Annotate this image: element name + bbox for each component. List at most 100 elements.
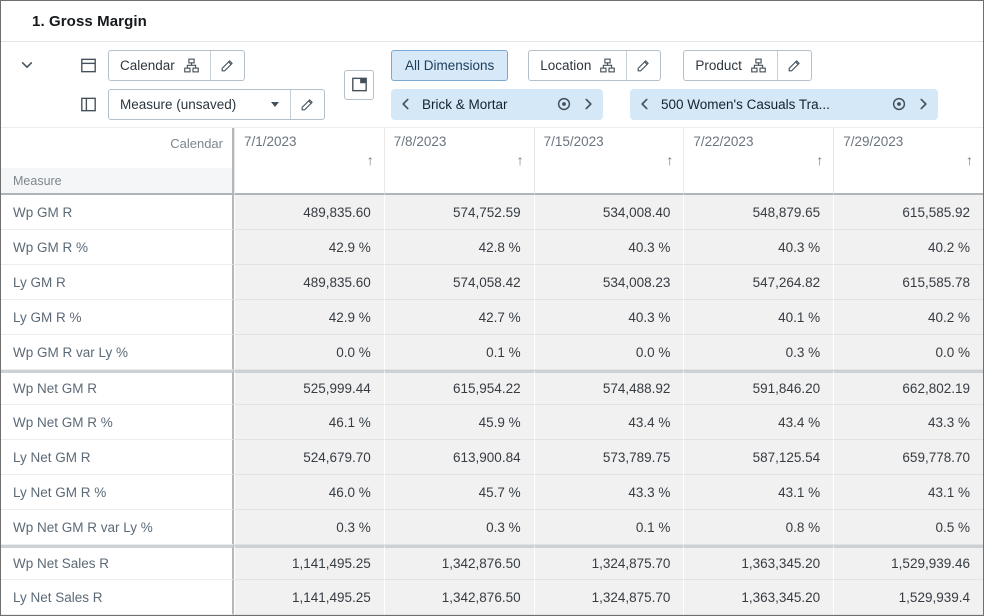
data-cell[interactable]: 43.1 % (683, 475, 834, 510)
location-previous-button[interactable] (394, 92, 418, 116)
column-header[interactable]: 7/1/2023 ↑ (234, 128, 384, 168)
data-cell[interactable]: 587,125.54 (683, 440, 834, 475)
all-dimensions-button[interactable]: All Dimensions (391, 49, 509, 81)
data-cell[interactable]: 574,752.59 (383, 195, 534, 230)
sort-ascending-icon[interactable]: ↑ (516, 152, 524, 168)
data-cell[interactable]: 43.3 % (833, 405, 983, 440)
data-cell[interactable]: 43.4 % (533, 405, 684, 440)
measure-row-header[interactable]: Wp GM R (1, 195, 234, 230)
location-scope-button[interactable] (552, 92, 576, 116)
data-cell[interactable]: 0.3 % (383, 510, 534, 545)
data-cell[interactable]: 40.3 % (533, 230, 684, 265)
column-header[interactable]: 7/15/2023 ↑ (533, 128, 684, 168)
data-cell[interactable]: 1,529,939.46 (833, 545, 983, 580)
measure-row-header[interactable]: Wp Net GM R var Ly % (1, 510, 234, 545)
data-cell[interactable]: 0.3 % (683, 335, 834, 370)
measure-row-header[interactable]: Wp Net GM R % (1, 405, 234, 440)
data-cell[interactable]: 573,789.75 (533, 440, 684, 475)
data-cell[interactable]: 0.5 % (833, 510, 983, 545)
data-cell[interactable]: 547,264.82 (683, 265, 834, 300)
data-cell[interactable]: 525,999.44 (234, 370, 384, 405)
data-cell[interactable]: 1,141,495.25 (234, 545, 384, 580)
calendar-dimension-button[interactable]: Calendar (109, 51, 210, 80)
data-cell[interactable]: 1,324,875.70 (533, 580, 684, 615)
data-cell[interactable]: 534,008.40 (533, 195, 684, 230)
location-dimension-button[interactable]: Location (529, 51, 626, 80)
data-cell[interactable]: 40.1 % (683, 300, 834, 335)
data-cell[interactable]: 489,835.60 (234, 265, 384, 300)
data-cell[interactable]: 1,342,876.50 (383, 545, 534, 580)
data-cell[interactable]: 42.9 % (234, 300, 384, 335)
data-cell[interactable]: 1,529,939.4 (833, 580, 983, 615)
data-cell[interactable]: 43.3 % (533, 475, 684, 510)
location-next-button[interactable] (576, 92, 600, 116)
data-cell[interactable]: 40.2 % (833, 230, 983, 265)
data-cell[interactable]: 489,835.60 (234, 195, 384, 230)
data-cell[interactable]: 524,679.70 (234, 440, 384, 475)
location-edit-button[interactable] (626, 50, 660, 80)
data-cell[interactable]: 1,363,345.20 (683, 545, 834, 580)
data-cell[interactable]: 46.1 % (234, 405, 384, 440)
data-cell[interactable]: 42.7 % (383, 300, 534, 335)
measure-profile-dropdown[interactable]: Measure (unsaved) (109, 90, 290, 119)
data-cell[interactable]: 615,585.78 (833, 265, 983, 300)
data-cell[interactable]: 548,879.65 (683, 195, 834, 230)
data-cell[interactable]: 615,585.92 (833, 195, 983, 230)
product-next-button[interactable] (911, 92, 935, 116)
collapse-view-button[interactable] (15, 53, 39, 77)
data-cell[interactable]: 659,778.70 (833, 440, 983, 475)
column-header[interactable]: 7/22/2023 ↑ (683, 128, 833, 168)
measure-edit-button[interactable] (290, 89, 324, 119)
data-cell[interactable]: 42.8 % (383, 230, 534, 265)
data-cell[interactable]: 1,342,876.50 (383, 580, 534, 615)
data-cell[interactable]: 42.9 % (234, 230, 384, 265)
sort-ascending-icon[interactable]: ↑ (966, 152, 973, 168)
measure-row-header[interactable]: Ly GM R % (1, 300, 234, 335)
sort-ascending-icon[interactable]: ↑ (366, 152, 374, 168)
data-cell[interactable]: 0.1 % (383, 335, 534, 370)
sort-ascending-icon[interactable]: ↑ (666, 152, 674, 168)
measure-row-header[interactable]: Wp GM R var Ly % (1, 335, 234, 370)
column-axis-icon[interactable] (79, 56, 97, 74)
data-cell[interactable]: 40.2 % (833, 300, 983, 335)
data-cell[interactable]: 574,488.92 (533, 370, 684, 405)
data-cell[interactable]: 0.8 % (683, 510, 834, 545)
calendar-edit-button[interactable] (209, 50, 244, 80)
row-axis-icon[interactable] (79, 95, 97, 113)
data-cell[interactable]: 45.9 % (383, 405, 534, 440)
data-cell[interactable]: 1,363,345.20 (683, 580, 834, 615)
data-cell[interactable]: 46.0 % (234, 475, 384, 510)
data-cell[interactable]: 1,141,495.25 (234, 580, 384, 615)
data-cell[interactable]: 613,900.84 (383, 440, 534, 475)
data-cell[interactable]: 662,802.19 (833, 370, 983, 405)
data-cell[interactable]: 534,008.23 (533, 265, 684, 300)
swap-axes-button[interactable] (344, 69, 374, 100)
data-cell[interactable]: 1,324,875.70 (533, 545, 684, 580)
data-cell[interactable]: 0.3 % (234, 510, 384, 545)
product-scope-button[interactable] (887, 92, 911, 116)
data-cell[interactable]: 45.7 % (383, 475, 534, 510)
product-previous-button[interactable] (633, 92, 657, 116)
column-header[interactable]: 7/8/2023 ↑ (383, 128, 534, 168)
data-cell[interactable]: 0.0 % (533, 335, 684, 370)
measure-row-header[interactable]: Ly Net GM R (1, 440, 234, 475)
data-cell[interactable]: 574,058.42 (383, 265, 534, 300)
data-cell[interactable]: 0.0 % (833, 335, 983, 370)
data-cell[interactable]: 40.3 % (533, 300, 684, 335)
data-cell[interactable]: 43.4 % (683, 405, 834, 440)
data-cell[interactable]: 40.3 % (683, 230, 834, 265)
data-cell[interactable]: 591,846.20 (683, 370, 834, 405)
measure-row-header[interactable]: Ly GM R (1, 265, 234, 300)
column-header[interactable]: 7/29/2023 ↑ (833, 128, 983, 168)
measure-row-header[interactable]: Ly Net Sales R (1, 580, 234, 615)
measure-row-header[interactable]: Wp Net Sales R (1, 545, 234, 580)
measure-row-header[interactable]: Wp Net GM R (1, 370, 234, 405)
sort-ascending-icon[interactable]: ↑ (816, 152, 824, 168)
measure-row-header[interactable]: Wp GM R % (1, 230, 234, 265)
measure-row-header[interactable]: Ly Net GM R % (1, 475, 234, 510)
product-edit-button[interactable] (776, 50, 811, 80)
data-cell[interactable]: 0.1 % (533, 510, 684, 545)
data-cell[interactable]: 43.1 % (833, 475, 983, 510)
data-cell[interactable]: 0.0 % (234, 335, 384, 370)
data-cell[interactable]: 615,954.22 (383, 370, 534, 405)
